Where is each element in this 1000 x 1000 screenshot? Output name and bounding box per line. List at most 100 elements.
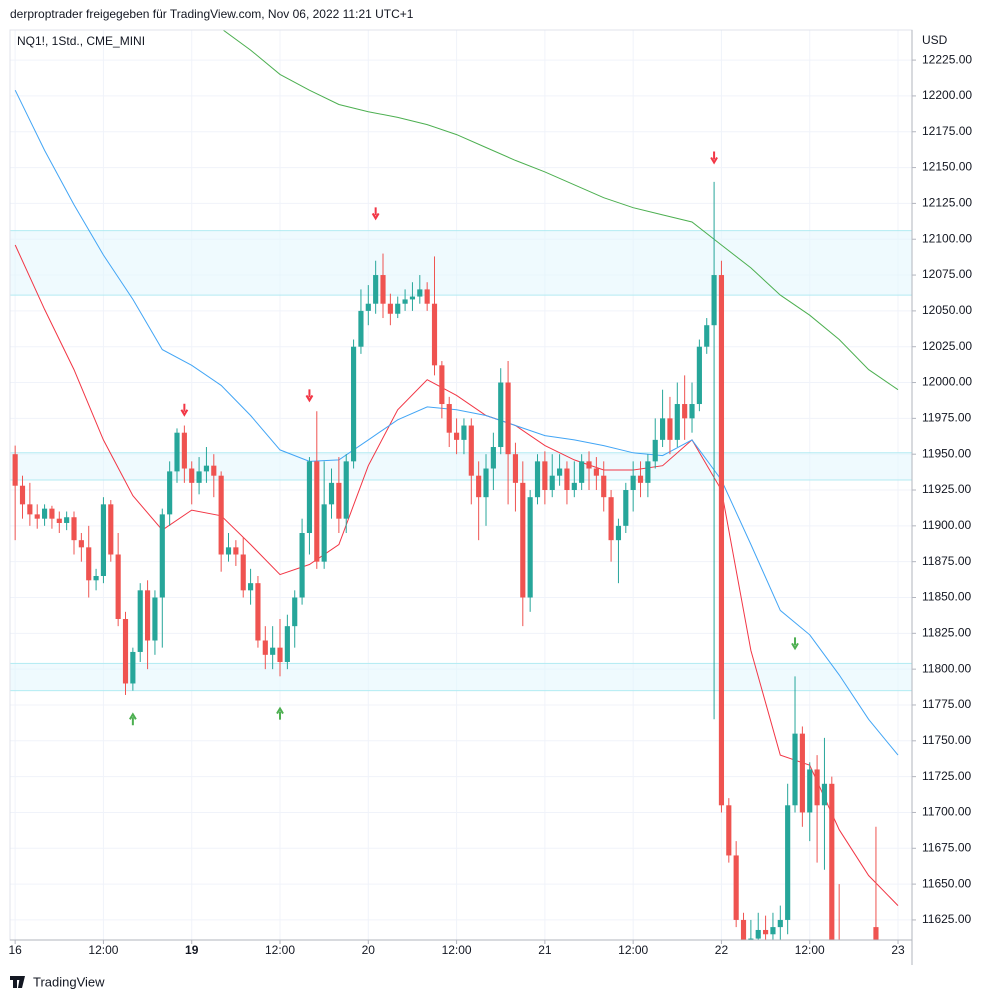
candle-body — [468, 425, 474, 476]
y-tick-label: 11875.00 — [922, 554, 971, 568]
candle-body — [483, 468, 489, 498]
x-tick-label: 12:00 — [618, 943, 648, 957]
candle-body — [593, 468, 599, 476]
signal-arrow — [791, 637, 799, 651]
candle-body — [424, 289, 430, 304]
candle-body — [807, 769, 813, 813]
candle-body — [19, 485, 26, 505]
y-tick-label: 11625.00 — [922, 912, 971, 926]
signal-arrow — [180, 403, 189, 417]
y-tick-label: 11975.00 — [922, 411, 971, 425]
zone — [10, 230, 912, 296]
candle-body — [718, 275, 725, 806]
candle-body — [490, 447, 496, 469]
moving-average-line — [14, 89, 899, 756]
y-tick-label: 12100.00 — [922, 231, 972, 245]
candle-body — [417, 289, 423, 297]
candle-body — [637, 475, 644, 483]
y-tick-label: 11700.00 — [922, 805, 971, 819]
x-tick-label: 16 — [8, 943, 22, 957]
candle-body — [799, 733, 805, 813]
logo-icon[interactable] — [10, 976, 25, 988]
x-tick-label: 12:00 — [88, 943, 118, 957]
candle-body — [262, 640, 268, 655]
candle-body — [409, 296, 416, 300]
candle-body — [358, 310, 364, 347]
candle-body — [704, 325, 710, 347]
y-tick-label: 12000.00 — [922, 375, 972, 389]
y-tick-label: 11825.00 — [922, 625, 971, 639]
candle-body — [387, 303, 393, 314]
y-tick-label: 11900.00 — [922, 518, 971, 532]
candle-body — [395, 303, 401, 314]
candle-body — [660, 418, 666, 440]
candle-body — [498, 382, 504, 448]
candle-body — [12, 454, 18, 486]
candle-body — [615, 525, 622, 541]
candle-body — [505, 382, 511, 455]
y-tick-label: 11675.00 — [922, 840, 971, 854]
candle-body — [380, 275, 386, 304]
candle-body — [167, 471, 173, 515]
x-tick-label: 21 — [538, 943, 552, 957]
candle-body — [645, 461, 651, 483]
candle-body — [93, 576, 99, 581]
candle-body — [733, 855, 739, 920]
candle-body — [284, 626, 290, 662]
zone — [10, 452, 912, 481]
candle-body — [181, 432, 187, 469]
candle-body — [873, 927, 879, 940]
candle-body — [255, 583, 261, 641]
y-tick-label: 11650.00 — [922, 876, 971, 890]
x-tick-label: 20 — [362, 943, 376, 957]
candle-body — [42, 508, 48, 519]
signal-arrow — [710, 151, 718, 165]
candle-body — [792, 733, 798, 806]
candle-body — [233, 547, 239, 555]
candle-body — [527, 497, 533, 598]
candle-body — [579, 461, 585, 483]
y-tick-label: 11950.00 — [922, 446, 971, 460]
moving-average-line — [222, 30, 899, 391]
candle-body — [189, 468, 195, 483]
candle-body — [446, 404, 452, 433]
candle-body — [108, 504, 114, 555]
candle-body — [270, 647, 276, 655]
candle-body — [248, 583, 254, 591]
candle-body — [100, 504, 107, 576]
candle-body — [689, 404, 695, 419]
symbol-label: NQ1!, 1Std., CME_MINI — [17, 34, 145, 48]
candle-body — [145, 590, 151, 641]
candle-body — [542, 461, 548, 491]
candle-body — [351, 346, 357, 462]
y-tick-label: 11725.00 — [922, 769, 971, 783]
x-tick-label: 22 — [715, 943, 729, 957]
candle-body — [755, 929, 761, 939]
candle-body — [211, 465, 217, 476]
candle-body — [159, 514, 165, 598]
x-tick-label: 12:00 — [265, 943, 295, 957]
candle-body — [115, 554, 121, 619]
candle-body — [696, 346, 702, 405]
candle-body — [777, 919, 783, 928]
candle-body — [137, 590, 143, 652]
candle-body — [439, 365, 445, 405]
candle-body — [454, 432, 460, 440]
candle-body — [564, 468, 570, 491]
candle-body — [56, 518, 62, 523]
candle-body — [674, 404, 680, 440]
y-tick-label: 11925.00 — [922, 482, 971, 496]
candle-body — [821, 783, 828, 806]
candle-body — [27, 504, 33, 515]
candle-body — [512, 454, 519, 483]
logo-text[interactable]: TradingView — [33, 974, 105, 989]
y-tick-label: 11775.00 — [922, 697, 971, 711]
candle-body — [520, 482, 526, 598]
candle-body — [461, 425, 467, 440]
x-tick-label: 23 — [891, 943, 905, 957]
candle-body — [122, 618, 129, 684]
candle-body — [652, 439, 658, 462]
